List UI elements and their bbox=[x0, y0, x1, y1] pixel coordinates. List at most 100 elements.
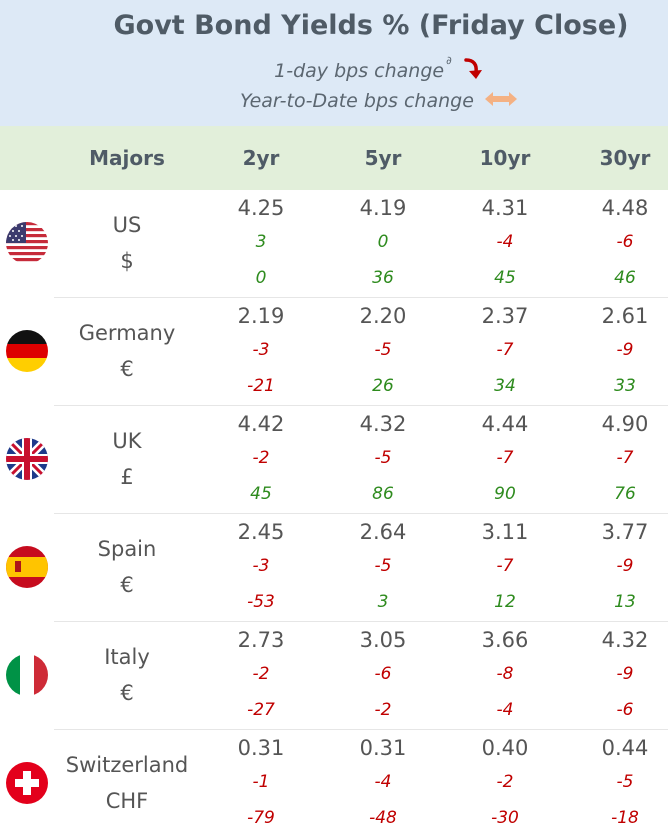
yield-value: 3.66 bbox=[481, 628, 529, 652]
col-header-majors: Majors bbox=[89, 146, 165, 170]
day-change-value: -7 bbox=[496, 448, 514, 468]
yield-value: 4.25 bbox=[237, 196, 285, 220]
yield-cell: 2.61 -9 33 bbox=[566, 300, 668, 404]
yield-cell: 4.25 3 0 bbox=[200, 192, 322, 296]
day-change-value: -1 bbox=[252, 772, 270, 792]
yield-cell: 0.40 -2 -30 bbox=[444, 732, 566, 836]
us-flag-icon bbox=[6, 222, 48, 264]
ytd-change-value: -27 bbox=[247, 700, 275, 720]
column-header-row: Majors 2yr 5yr 10yr 30yr bbox=[0, 126, 668, 190]
legend-1day: 1-day bps change ∂ bbox=[0, 54, 668, 86]
uk-flag-icon bbox=[6, 438, 48, 480]
row-divider bbox=[54, 621, 668, 622]
italy-flag-icon bbox=[6, 654, 48, 696]
day-change-value: 3 bbox=[255, 232, 267, 252]
legend-1day-label: 1-day bps change bbox=[274, 60, 445, 82]
country-name: Italy bbox=[104, 645, 150, 669]
yield-cell: 4.19 0 36 bbox=[322, 192, 444, 296]
yield-value: 4.48 bbox=[601, 196, 649, 220]
yield-value: 3.11 bbox=[481, 520, 529, 544]
currency-symbol: € bbox=[120, 357, 134, 381]
yield-value: 4.31 bbox=[481, 196, 529, 220]
yield-cell: 2.64 -5 3 bbox=[322, 516, 444, 620]
yield-value: 0.40 bbox=[481, 736, 529, 760]
table-row: UK £4.42 -2 45 4.32 -5 86 4.44 -7 90 4.90 -7 76 bbox=[0, 406, 668, 514]
yield-cell: 4.90 -7 76 bbox=[566, 408, 668, 512]
col-header-30yr: 30yr bbox=[599, 146, 651, 170]
table-row: Italy €2.73 -2 -27 3.05 -6 -2 3.66 -8 -4 4.32 -9 -6 bbox=[0, 622, 668, 730]
ytd-change-value: 13 bbox=[614, 592, 636, 612]
day-change-value: -6 bbox=[374, 664, 392, 684]
country-cell: Germany € bbox=[54, 315, 200, 387]
yield-cell: 4.44 -7 90 bbox=[444, 408, 566, 512]
ytd-change-value: -53 bbox=[247, 592, 275, 612]
yield-cell: 4.42 -2 45 bbox=[200, 408, 322, 512]
ytd-change-value: -21 bbox=[247, 376, 275, 396]
yield-value: 2.45 bbox=[237, 520, 285, 544]
ytd-change-value: -4 bbox=[496, 700, 514, 720]
day-change-value: -5 bbox=[374, 556, 392, 576]
currency-symbol: CHF bbox=[105, 789, 149, 813]
ytd-change-value: 46 bbox=[614, 268, 636, 288]
curved-down-arrow-icon bbox=[462, 57, 484, 86]
ytd-change-value: 76 bbox=[614, 484, 636, 504]
country-name: Switzerland bbox=[65, 753, 189, 777]
day-change-value: -9 bbox=[616, 664, 634, 684]
day-change-value: -4 bbox=[374, 772, 392, 792]
yield-value: 0.44 bbox=[601, 736, 649, 760]
yield-cell: 2.20 -5 26 bbox=[322, 300, 444, 404]
country-cell: US $ bbox=[54, 207, 200, 279]
yield-cell: 4.31 -4 45 bbox=[444, 192, 566, 296]
ytd-change-value: 3 bbox=[377, 592, 389, 612]
currency-symbol: € bbox=[120, 681, 134, 705]
yield-cell: 4.48 -6 46 bbox=[566, 192, 668, 296]
double-arrow-icon bbox=[484, 90, 518, 113]
yield-value: 2.73 bbox=[237, 628, 285, 652]
currency-symbol: £ bbox=[120, 465, 134, 489]
yield-value: 0.31 bbox=[237, 736, 285, 760]
yield-value: 2.20 bbox=[359, 304, 407, 328]
ytd-change-value: 33 bbox=[614, 376, 636, 396]
ytd-change-value: -6 bbox=[616, 700, 634, 720]
day-change-value: -2 bbox=[252, 448, 270, 468]
ytd-change-value: -48 bbox=[369, 808, 397, 828]
day-change-value: -3 bbox=[252, 556, 270, 576]
yield-value: 2.19 bbox=[237, 304, 285, 328]
day-change-value: -7 bbox=[496, 556, 514, 576]
day-change-value: -2 bbox=[252, 664, 270, 684]
day-change-value: 0 bbox=[377, 232, 389, 252]
table-row: Switzerland CHF 0.31 -1 -79 0.31 -4 -48 0.40 -2 -3… bbox=[0, 730, 668, 838]
yield-value: 3.05 bbox=[359, 628, 407, 652]
col-header-5yr: 5yr bbox=[364, 146, 402, 170]
yield-cell: 2.19 -3 -21 bbox=[200, 300, 322, 404]
page-title: Govt Bond Yields % (Friday Close) bbox=[113, 10, 629, 41]
currency-symbol: € bbox=[120, 573, 134, 597]
col-header-10yr: 10yr bbox=[479, 146, 531, 170]
ytd-change-value: 86 bbox=[372, 484, 394, 504]
ytd-change-value: 0 bbox=[255, 268, 267, 288]
switzerland-flag-icon bbox=[6, 762, 48, 804]
day-change-value: -5 bbox=[374, 340, 392, 360]
yield-cell: 2.37 -7 34 bbox=[444, 300, 566, 404]
yield-cell: 0.44 -5 -18 bbox=[566, 732, 668, 836]
ytd-change-value: -18 bbox=[611, 808, 639, 828]
ytd-change-value: 26 bbox=[372, 376, 394, 396]
spain-flag-icon bbox=[6, 546, 48, 588]
row-divider bbox=[54, 405, 668, 406]
yield-value: 4.44 bbox=[481, 412, 529, 436]
yield-value: 3.77 bbox=[601, 520, 649, 544]
yield-cell: 3.66 -8 -4 bbox=[444, 624, 566, 728]
yield-cell: 0.31 -4 -48 bbox=[322, 732, 444, 836]
yield-cell: 2.45 -3 -53 bbox=[200, 516, 322, 620]
yield-value: 4.32 bbox=[601, 628, 649, 652]
yield-cell: 4.32 -5 86 bbox=[322, 408, 444, 512]
day-change-value: -3 bbox=[252, 340, 270, 360]
ytd-change-value: 36 bbox=[372, 268, 394, 288]
day-change-value: -2 bbox=[496, 772, 514, 792]
row-divider bbox=[54, 297, 668, 298]
day-change-value: -8 bbox=[496, 664, 514, 684]
country-name: Spain bbox=[97, 537, 157, 561]
day-change-value: -7 bbox=[616, 448, 634, 468]
yield-value: 4.90 bbox=[601, 412, 649, 436]
legend-1day-sup: ∂ bbox=[446, 54, 452, 67]
